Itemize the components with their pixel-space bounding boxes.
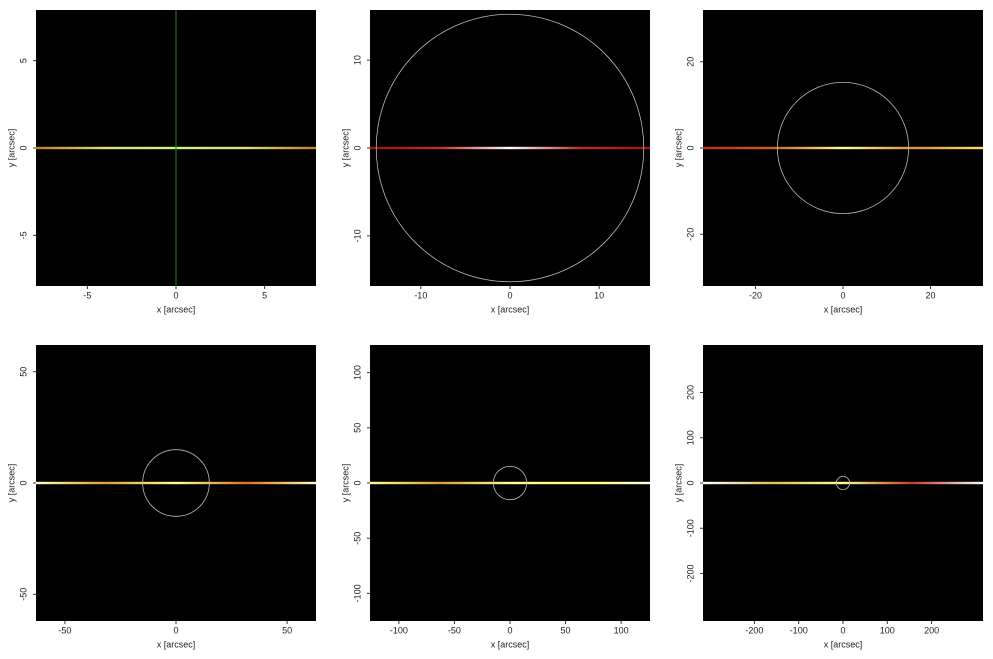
x-tick-label: 100: [614, 625, 629, 635]
y-tick-label: -50: [352, 532, 362, 545]
y-tick-label: 0: [18, 480, 28, 485]
x-axis-label: x [arcsec]: [157, 304, 196, 314]
x-tick-label: 50: [282, 625, 292, 635]
y-tick-label: 0: [685, 145, 695, 150]
circle: [375, 13, 645, 283]
x-tick-label: -100: [390, 625, 408, 635]
x-tick-label: 0: [507, 625, 512, 635]
x-tick-label: 0: [173, 290, 178, 300]
y-tick-label: 0: [18, 145, 28, 150]
x-tick-label: 0: [507, 290, 512, 300]
panel: -10 0 10 -10 0 10 x [arcsec] y [arcsec]: [340, 10, 650, 314]
y-tick-label: -5: [18, 231, 28, 239]
x-tick-label: -50: [58, 625, 71, 635]
x-tick-label: 0: [173, 625, 178, 635]
panel: -100 -50 0 50 100 -100 -50 0 50 100 x [arcsec] y [a…: [340, 345, 650, 649]
x-tick-label: -200: [745, 625, 763, 635]
y-tick-label: 0: [685, 480, 695, 485]
x-axis-label: x [arcsec]: [157, 639, 196, 649]
y-tick-label: 20: [685, 57, 695, 67]
y-tick-label: -20: [685, 228, 695, 241]
y-tick-label: 10: [352, 55, 362, 65]
streak: [703, 481, 983, 485]
plot-area: [370, 465, 650, 501]
y-tick-label: 100: [685, 430, 695, 445]
x-tick-label: -5: [83, 290, 91, 300]
y-tick-label: 0: [352, 145, 362, 150]
x-axis-label: x [arcsec]: [824, 304, 863, 314]
y-axis-label: y [arcsec]: [6, 464, 16, 503]
plot-area: [703, 475, 983, 491]
x-tick-label: 0: [840, 625, 845, 635]
y-tick-label: 5: [18, 58, 28, 63]
x-axis-label: x [arcsec]: [491, 639, 530, 649]
y-axis-label: y [arcsec]: [673, 464, 683, 503]
y-tick-label: 50: [18, 367, 28, 377]
y-tick-label: 0: [352, 480, 362, 485]
x-tick-label: 0: [840, 290, 845, 300]
x-tick-label: -20: [749, 290, 762, 300]
plot-area: [36, 10, 316, 286]
panel: -5 0 5 -5 0 5 x [arcsec] y [arcsec]: [6, 10, 316, 314]
plot-area: [703, 81, 983, 215]
panel: -20 0 20 -20 0 20 x [arcsec] y [arcsec]: [673, 10, 983, 314]
y-axis-label: y [arcsec]: [340, 464, 350, 503]
circle: [492, 465, 528, 501]
y-tick-label: -100: [685, 519, 695, 537]
circle: [776, 81, 910, 215]
plot-area: [370, 13, 650, 283]
plot-area: [36, 449, 316, 517]
streak: [370, 481, 650, 485]
streak: [36, 481, 316, 485]
x-axis-label: x [arcsec]: [491, 304, 530, 314]
x-tick-label: 20: [925, 290, 935, 300]
x-tick-label: -50: [448, 625, 461, 635]
y-tick-label: 200: [685, 385, 695, 400]
x-tick-label: -10: [414, 290, 427, 300]
y-axis-label: y [arcsec]: [6, 129, 16, 168]
y-tick-label: 100: [352, 365, 362, 380]
y-axis-label: y [arcsec]: [340, 129, 350, 168]
x-tick-label: 100: [880, 625, 895, 635]
y-axis-label: y [arcsec]: [673, 129, 683, 168]
x-tick-label: 200: [924, 625, 939, 635]
x-tick-label: 5: [262, 290, 267, 300]
circle: [142, 449, 210, 517]
panel: -50 0 50 -50 0 50 x [arcsec] y [arcsec]: [6, 345, 316, 649]
y-tick-label: -10: [352, 229, 362, 242]
y-tick-label: 50: [352, 423, 362, 433]
y-tick-label: -50: [18, 588, 28, 601]
circle: [835, 475, 851, 491]
streak: [703, 146, 983, 150]
x-tick-label: 50: [561, 625, 571, 635]
x-tick-label: 10: [594, 290, 604, 300]
panel: -200 -100 0 100 200 -200 -100 0 100 200 x [arcsec]…: [673, 345, 983, 649]
y-tick-label: -200: [685, 564, 695, 582]
x-tick-label: -100: [790, 625, 808, 635]
x-axis-label: x [arcsec]: [824, 639, 863, 649]
streak: [370, 146, 650, 150]
y-tick-label: -100: [352, 584, 362, 602]
